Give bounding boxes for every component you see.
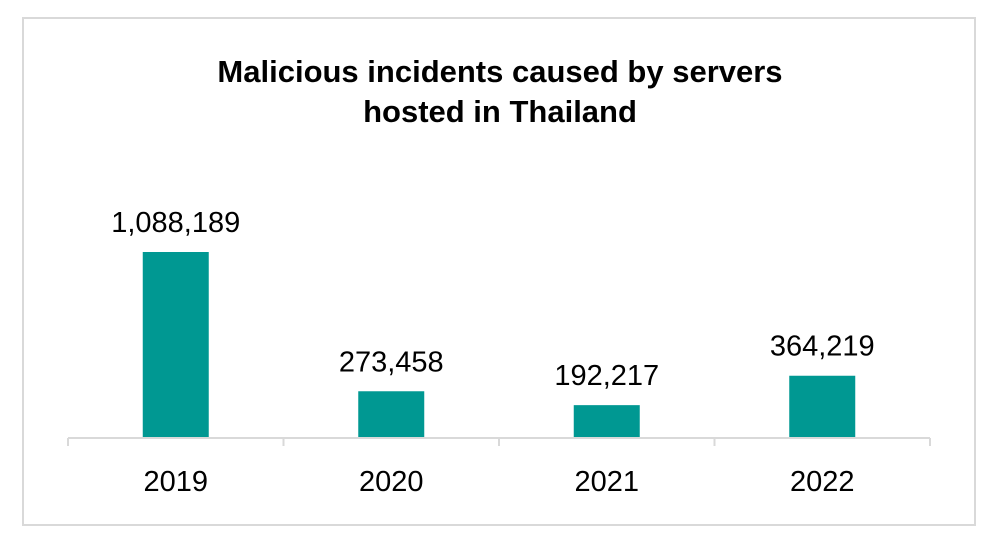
bar-2021 (573, 405, 640, 438)
data-label-2020: 273,458 (339, 346, 444, 378)
x-tick-label-2019: 2019 (143, 466, 208, 498)
x-tick-label-2022: 2022 (790, 466, 855, 498)
x-axis (67, 437, 931, 446)
data-label-2019: 1,088,189 (111, 207, 240, 239)
data-label-2022: 364,219 (770, 331, 875, 363)
chart-title-line-2: hosted in Thailand (363, 94, 637, 129)
bar-2020 (358, 391, 425, 438)
chart-title: Malicious incidents caused by servers ho… (0, 52, 1000, 132)
bars-group (142, 252, 856, 438)
data-labels-group: 1,088,189 273,458 192,217 364,219 (111, 207, 874, 392)
x-tick-label-2020: 2020 (359, 466, 424, 498)
bar-2022 (789, 375, 856, 438)
bar-2019 (142, 252, 209, 438)
chart-title-line-1: Malicious incidents caused by servers (217, 54, 783, 89)
x-tick-labels-group: 2019 2020 2021 2022 (143, 466, 854, 498)
x-tick-label-2021: 2021 (574, 466, 639, 498)
data-label-2021: 192,217 (554, 360, 659, 392)
